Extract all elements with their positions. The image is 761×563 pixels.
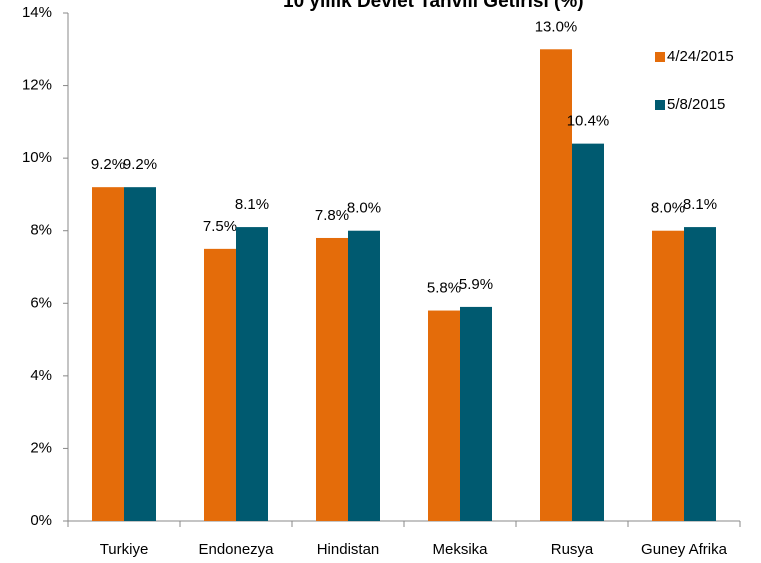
data-label: 7.5% — [203, 218, 237, 235]
x-tick-label: Hindistan — [317, 541, 380, 558]
legend-label: 5/8/2015 — [667, 96, 725, 113]
y-tick-label: 6% — [30, 294, 52, 311]
bar — [204, 248, 236, 521]
legend-swatch — [655, 100, 665, 110]
x-tick-label: Rusya — [551, 541, 594, 558]
legend-label: 4/24/2015 — [667, 48, 734, 65]
y-tick-label: 0% — [30, 512, 52, 529]
bar — [316, 237, 348, 521]
bar — [92, 187, 124, 521]
x-tick-label: Meksika — [432, 541, 488, 558]
data-label: 8.1% — [683, 196, 717, 213]
y-tick-label: 14% — [22, 4, 52, 21]
data-label: 10.4% — [567, 113, 610, 130]
bar — [236, 227, 268, 522]
bar — [460, 306, 492, 521]
y-tick-label: 10% — [22, 149, 52, 166]
data-label: 8.0% — [651, 200, 685, 217]
data-label: 8.0% — [347, 200, 381, 217]
y-tick-label: 4% — [30, 367, 52, 384]
data-label: 13.0% — [535, 18, 578, 35]
data-label: 5.8% — [427, 280, 461, 297]
bar — [428, 310, 460, 521]
legend-swatch — [655, 52, 665, 62]
bar — [540, 49, 572, 522]
x-tick-label: Endonezya — [198, 541, 274, 558]
bar — [348, 230, 380, 521]
y-tick-label: 8% — [30, 222, 52, 239]
data-label: 9.2% — [91, 156, 125, 173]
x-tick-label: Guney Afrika — [641, 541, 728, 558]
x-tick-label: Turkiye — [100, 541, 149, 558]
data-label: 7.8% — [315, 207, 349, 224]
bar — [572, 143, 604, 521]
y-tick-label: 2% — [30, 439, 52, 456]
data-label: 5.9% — [459, 276, 493, 293]
chart-title: 10 yıllık Devlet Tahvili Getirisi (%) — [283, 0, 584, 12]
data-label: 9.2% — [123, 156, 157, 173]
bar — [652, 230, 684, 521]
y-tick-label: 12% — [22, 77, 52, 94]
bar — [684, 227, 716, 522]
data-label: 8.1% — [235, 196, 269, 213]
bar — [124, 187, 156, 521]
